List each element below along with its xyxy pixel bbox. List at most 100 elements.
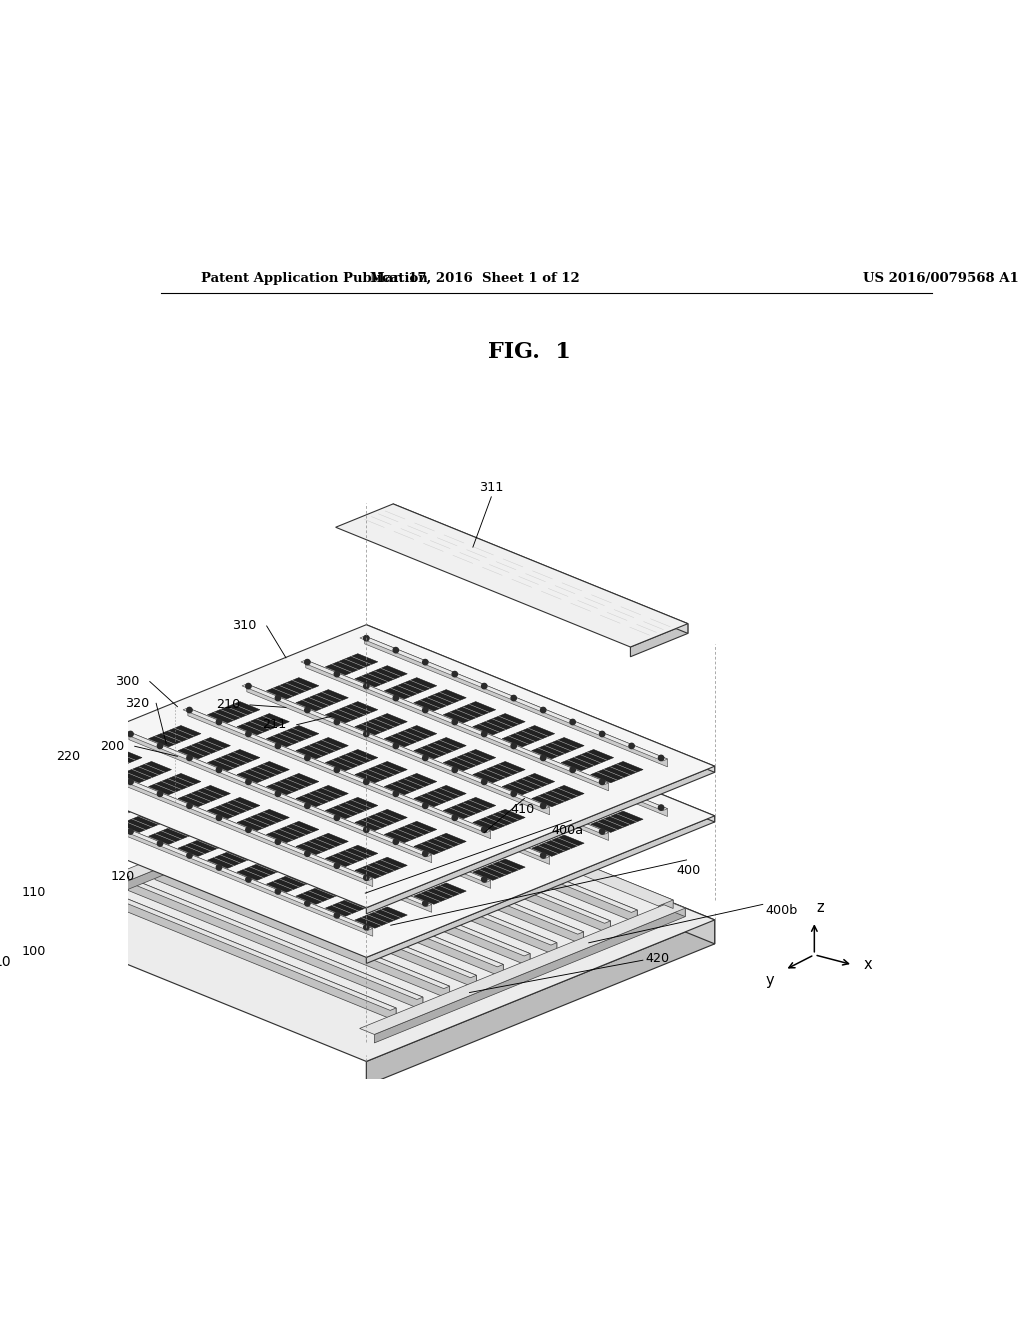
- Polygon shape: [604, 783, 608, 793]
- Circle shape: [246, 876, 251, 882]
- Circle shape: [570, 767, 575, 772]
- Circle shape: [334, 817, 340, 822]
- Polygon shape: [183, 758, 490, 883]
- Text: z: z: [816, 900, 824, 915]
- Polygon shape: [414, 785, 466, 807]
- Polygon shape: [355, 762, 408, 783]
- Circle shape: [481, 731, 487, 737]
- Circle shape: [570, 817, 575, 822]
- Polygon shape: [306, 710, 608, 841]
- Circle shape: [364, 733, 369, 738]
- Polygon shape: [262, 822, 557, 956]
- Polygon shape: [47, 775, 373, 908]
- Circle shape: [334, 816, 340, 821]
- Circle shape: [570, 719, 575, 725]
- Circle shape: [599, 731, 605, 737]
- Polygon shape: [119, 762, 171, 783]
- Polygon shape: [359, 636, 668, 762]
- Polygon shape: [355, 809, 408, 830]
- Text: 310: 310: [232, 619, 257, 632]
- Polygon shape: [475, 556, 529, 578]
- Polygon shape: [296, 689, 348, 711]
- Polygon shape: [148, 726, 201, 747]
- Circle shape: [658, 755, 664, 760]
- Circle shape: [364, 924, 369, 931]
- Circle shape: [393, 791, 398, 796]
- Circle shape: [246, 781, 251, 787]
- Circle shape: [452, 865, 458, 870]
- Circle shape: [275, 696, 281, 701]
- Circle shape: [364, 781, 369, 787]
- Polygon shape: [62, 781, 373, 916]
- Text: 200: 200: [100, 739, 125, 752]
- Polygon shape: [326, 653, 378, 675]
- Polygon shape: [631, 623, 688, 657]
- Circle shape: [481, 684, 487, 689]
- Polygon shape: [66, 756, 373, 880]
- Polygon shape: [365, 636, 668, 767]
- Circle shape: [334, 770, 340, 775]
- Text: 211: 211: [262, 718, 287, 731]
- Circle shape: [305, 660, 310, 665]
- Circle shape: [481, 781, 487, 787]
- Circle shape: [452, 817, 458, 822]
- Polygon shape: [473, 763, 525, 784]
- Text: x: x: [864, 957, 872, 973]
- Polygon shape: [310, 801, 610, 923]
- Polygon shape: [498, 965, 503, 979]
- Text: 400b: 400b: [765, 904, 798, 917]
- Polygon shape: [326, 895, 378, 916]
- Polygon shape: [247, 734, 550, 865]
- Polygon shape: [671, 902, 685, 916]
- Circle shape: [393, 840, 398, 845]
- Polygon shape: [357, 508, 412, 531]
- Circle shape: [216, 767, 221, 772]
- Circle shape: [275, 840, 281, 845]
- Polygon shape: [266, 775, 318, 796]
- Circle shape: [423, 660, 428, 665]
- Polygon shape: [379, 780, 673, 908]
- Polygon shape: [187, 758, 490, 888]
- Circle shape: [393, 696, 398, 701]
- Polygon shape: [342, 791, 637, 923]
- Text: 320: 320: [125, 697, 150, 710]
- Polygon shape: [242, 734, 550, 858]
- Circle shape: [364, 684, 369, 689]
- Polygon shape: [70, 805, 373, 936]
- Circle shape: [246, 731, 251, 737]
- Circle shape: [305, 900, 310, 906]
- Polygon shape: [124, 781, 432, 907]
- Polygon shape: [178, 836, 230, 857]
- Polygon shape: [178, 785, 230, 807]
- Polygon shape: [367, 816, 715, 964]
- Polygon shape: [129, 731, 432, 863]
- Polygon shape: [355, 715, 408, 737]
- Circle shape: [364, 875, 369, 880]
- Circle shape: [481, 829, 487, 834]
- Polygon shape: [502, 775, 555, 796]
- Circle shape: [364, 779, 369, 784]
- Polygon shape: [101, 888, 396, 1022]
- Polygon shape: [445, 544, 501, 566]
- Polygon shape: [367, 624, 715, 772]
- Circle shape: [452, 672, 458, 677]
- Polygon shape: [443, 986, 450, 1002]
- Circle shape: [393, 841, 398, 846]
- Polygon shape: [208, 799, 260, 821]
- Circle shape: [216, 816, 221, 821]
- Polygon shape: [473, 809, 525, 830]
- Circle shape: [511, 793, 516, 799]
- Polygon shape: [296, 738, 348, 759]
- Circle shape: [216, 719, 221, 725]
- Polygon shape: [393, 504, 688, 634]
- Circle shape: [423, 900, 428, 906]
- Circle shape: [364, 731, 369, 737]
- Polygon shape: [237, 809, 290, 830]
- Circle shape: [186, 708, 193, 713]
- Polygon shape: [359, 902, 685, 1035]
- Circle shape: [541, 755, 546, 760]
- Text: 110: 110: [22, 886, 46, 899]
- Circle shape: [481, 876, 487, 882]
- Circle shape: [423, 803, 428, 809]
- Polygon shape: [551, 942, 557, 958]
